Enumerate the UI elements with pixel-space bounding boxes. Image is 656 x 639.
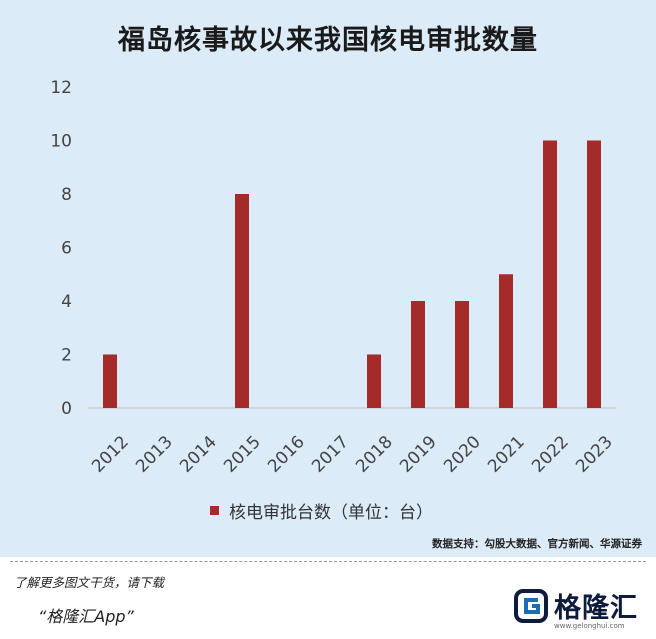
x-tick-label: 2015 [220,432,265,477]
bar-2020 [455,301,469,408]
bar-2023 [587,140,601,408]
x-tick-label: 2022 [528,432,573,477]
bar-2018 [367,354,381,408]
bar-2021 [499,274,513,408]
bar-2012 [103,354,117,408]
dashed-divider [10,561,646,562]
y-tick-label: 10 [50,132,72,152]
bar-2022 [543,140,557,408]
x-tick-label: 2018 [352,432,397,477]
x-tick-label: 2019 [396,432,441,477]
x-tick-label: 2012 [88,432,133,477]
chart-title: 福岛核事故以来我国核电审批数量 [118,25,538,56]
legend-swatch [210,506,219,515]
app-name-text[interactable]: “格隆汇App” [38,607,134,626]
y-tick-label: 6 [61,239,72,259]
bar-chart: 0 2 4 6 8 10 12 2012 2013 2014 2015 2016 2017 2018 201… [50,78,617,477]
gelonghui-logo-icon [514,588,548,623]
chart-card: 福岛核事故以来我国核电审批数量 0 2 4 6 8 10 12 2012 2013 2014 201… [0,0,656,557]
legend-label: 核电审批台数（单位：台） [229,503,433,523]
x-tick-label: 2021 [484,432,529,477]
download-promo-text: 了解更多图文干货，请下载 [14,575,165,590]
x-tick-label: 2013 [132,432,177,477]
x-tick-label: 2023 [572,432,617,477]
x-tick-label: 2017 [308,432,353,477]
y-tick-label: 12 [50,78,72,98]
chart-legend: 核电审批台数（单位：台） [210,498,433,523]
bar-2015 [235,194,249,408]
brand-url: www.gelonghui.com [554,622,625,630]
x-tick-label: 2020 [440,432,485,477]
data-source-note: 数据支持：勾股大数据、官方新闻、华源证券 [432,538,642,550]
y-tick-label: 2 [61,346,72,366]
brand-name: 格隆汇 [554,593,638,624]
x-tick-label: 2014 [176,432,221,477]
brand-logo-group: 格隆汇 [514,586,638,625]
y-tick-label: 8 [61,185,72,205]
bar-2019 [411,301,425,408]
x-tick-label: 2016 [264,432,309,477]
y-tick-label: 4 [61,292,72,312]
y-tick-label: 0 [61,399,72,419]
